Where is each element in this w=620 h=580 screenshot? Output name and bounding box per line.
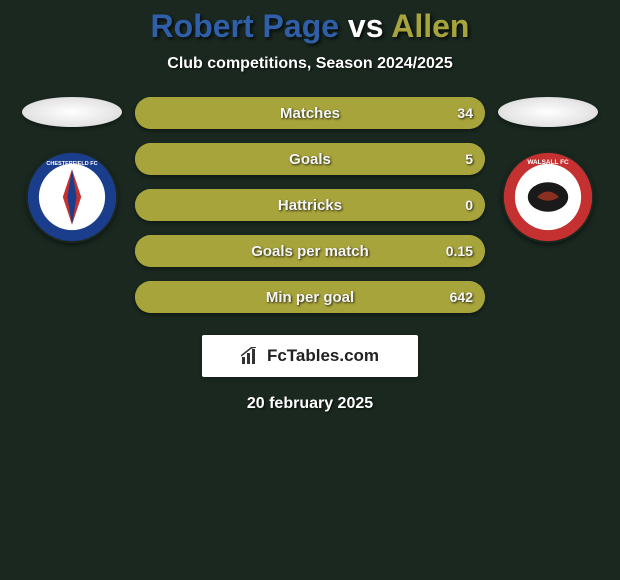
stat-label: Matches [280, 105, 340, 122]
bar-chart-icon [241, 347, 261, 365]
stats-bars: Matches 34 Goals 5 Hattricks 0 Goals per match… [135, 97, 485, 313]
stat-label: Goals per match [251, 243, 369, 260]
player1-avatar-placeholder [22, 97, 122, 127]
player1-club-badge: CHESTERFIELD FC [26, 151, 118, 243]
stat-label: Hattricks [278, 197, 342, 214]
watermark-text: FcTables.com [267, 346, 379, 366]
player1-column: CHESTERFIELD FC [17, 97, 127, 243]
walsall-badge-icon: WALSALL FC [502, 151, 594, 243]
subtitle: Club competitions, Season 2024/2025 [0, 55, 620, 73]
stat-bar: Goals 5 [135, 143, 485, 175]
stat-label: Goals [289, 151, 331, 168]
stat-label: Min per goal [266, 289, 354, 306]
stat-value-player2: 0.15 [446, 243, 473, 259]
player1-name: Robert Page [151, 8, 339, 44]
svg-text:WALSALL FC: WALSALL FC [527, 159, 569, 166]
page-title: Robert Page vs Allen [0, 8, 620, 45]
player2-club-badge: WALSALL FC [502, 151, 594, 243]
stat-bar: Hattricks 0 [135, 189, 485, 221]
stat-value-player2: 0 [465, 197, 473, 213]
comparison-card: Robert Page vs Allen Club competitions, … [0, 0, 620, 413]
stat-value-player2: 34 [457, 105, 473, 121]
chesterfield-badge-icon: CHESTERFIELD FC [26, 151, 118, 243]
player2-column: WALSALL FC [493, 97, 603, 243]
stat-bar: Goals per match 0.15 [135, 235, 485, 267]
stat-value-player2: 5 [465, 151, 473, 167]
stat-value-player2: 642 [450, 289, 473, 305]
svg-text:CHESTERFIELD FC: CHESTERFIELD FC [46, 161, 97, 167]
stat-bar: Min per goal 642 [135, 281, 485, 313]
vs-separator: vs [339, 8, 391, 44]
stat-bar: Matches 34 [135, 97, 485, 129]
player2-avatar-placeholder [498, 97, 598, 127]
watermark: FcTables.com [202, 335, 418, 377]
main-row: CHESTERFIELD FC Matches 34 Goals 5 Hattricks… [0, 97, 620, 313]
date-label: 20 february 2025 [0, 395, 620, 413]
player2-name: Allen [391, 8, 469, 44]
